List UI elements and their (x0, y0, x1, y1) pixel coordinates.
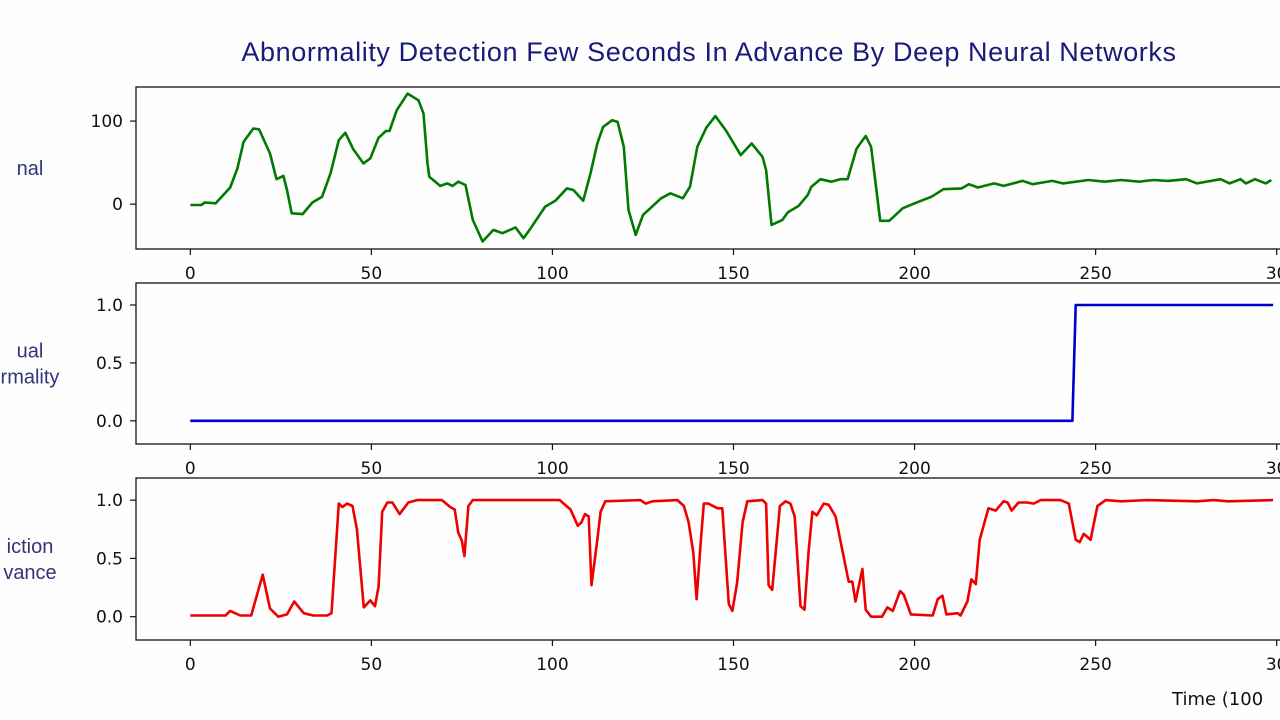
y-tick-label: 100 (91, 112, 123, 132)
x-tick-label: 0 (185, 459, 196, 479)
axes-frame (135, 86, 1280, 250)
x-tick-label: 200 (898, 459, 930, 479)
subplot-2: 0 50 100 150 200 250 30 0.0 0.5 1.0 ual rmality (1, 282, 1280, 479)
subplot-3: 0 50 100 150 200 250 30 0.0 0.5 1.0 iction vance (3, 477, 1280, 675)
y-tick-label: 0.0 (96, 412, 123, 432)
y-tick-label: 0.0 (96, 608, 123, 628)
x-tick-label: 100 (536, 655, 568, 675)
y-axis-label: ual (17, 341, 44, 363)
x-tick-label: 150 (717, 459, 749, 479)
x-tick-label: 250 (1079, 655, 1111, 675)
y-tick-label: 1.0 (96, 491, 123, 511)
y-tick-label: 0 (112, 195, 123, 215)
x-tick-label: 200 (898, 264, 930, 284)
y-axis-label: vance (3, 562, 56, 584)
series-line (190, 92, 1272, 243)
y-tick-label: 0.5 (96, 354, 123, 374)
y-tick-label: 0.5 (96, 549, 123, 569)
x-axis-label: Time (100 (1171, 689, 1263, 710)
x-tick-label: 100 (536, 264, 568, 284)
x-tick-label: 30 (1266, 264, 1280, 284)
x-tick-label: 100 (536, 459, 568, 479)
x-tick-label: 30 (1266, 459, 1280, 479)
chart-title: Abnormality Detection Few Seconds In Adv… (241, 37, 1176, 67)
x-tick-label: 150 (717, 655, 749, 675)
series-line (190, 303, 1274, 423)
series-line (190, 498, 1274, 619)
x-tick-label: 250 (1079, 459, 1111, 479)
y-tick-label: 1.0 (96, 296, 123, 316)
y-axis-label: rmality (1, 367, 60, 389)
x-tick-label: 250 (1079, 264, 1111, 284)
x-tick-label: 50 (361, 264, 383, 284)
x-tick-label: 150 (717, 264, 749, 284)
x-tick-label: 30 (1266, 655, 1280, 675)
y-axis-label: nal (17, 158, 44, 180)
subplot-1: 050100150200250300100nal (17, 86, 1280, 284)
x-tick-label: 0 (185, 655, 196, 675)
axes-frame (135, 477, 1280, 641)
x-tick-label: 50 (361, 459, 383, 479)
y-axis-label: iction (7, 536, 54, 558)
x-tick-label: 0 (185, 264, 196, 284)
x-tick-label: 50 (361, 655, 383, 675)
x-tick-label: 200 (898, 655, 930, 675)
